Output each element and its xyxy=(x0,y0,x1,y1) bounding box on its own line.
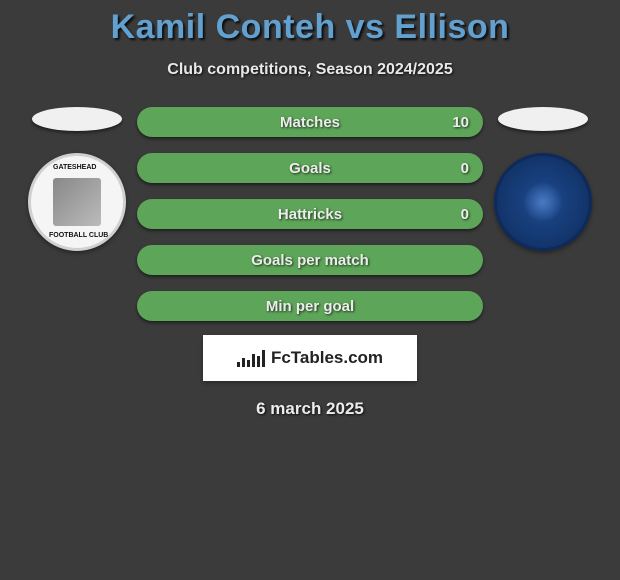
site-logo: FcTables.com xyxy=(203,335,417,381)
right-club-badge xyxy=(494,153,592,251)
left-club-badge-text: GATESHEAD FOOTBALL CLUB xyxy=(31,156,123,248)
stat-value: 0 xyxy=(461,206,469,223)
stat-label: Goals xyxy=(289,160,331,177)
page-title: Kamil Conteh vs Ellison xyxy=(0,0,620,47)
stat-row-matches: Matches 10 xyxy=(137,107,483,137)
left-club-badge: GATESHEAD FOOTBALL CLUB xyxy=(28,153,126,251)
stat-label: Matches xyxy=(280,114,340,131)
stat-label: Hattricks xyxy=(278,206,342,223)
stat-label: Goals per match xyxy=(251,252,369,269)
left-side: GATESHEAD FOOTBALL CLUB xyxy=(17,107,137,251)
comparison-panel: GATESHEAD FOOTBALL CLUB Matches 10 Goals… xyxy=(0,107,620,321)
stat-row-hattricks: Hattricks 0 xyxy=(137,199,483,229)
date-text: 6 march 2025 xyxy=(0,399,620,419)
logo-text: FcTables.com xyxy=(271,348,383,368)
right-side xyxy=(483,107,603,251)
chart-icon xyxy=(237,349,265,367)
subtitle: Club competitions, Season 2024/2025 xyxy=(0,61,620,79)
stat-row-goals: Goals 0 xyxy=(137,153,483,183)
stat-row-min-per-goal: Min per goal xyxy=(137,291,483,321)
right-player-oval xyxy=(498,107,588,131)
stat-value: 10 xyxy=(452,114,469,131)
stat-value: 0 xyxy=(461,160,469,177)
stats-column: Matches 10 Goals 0 Hattricks 0 Goals per… xyxy=(137,107,483,321)
stat-label: Min per goal xyxy=(266,298,354,315)
stat-row-goals-per-match: Goals per match xyxy=(137,245,483,275)
left-player-oval xyxy=(32,107,122,131)
